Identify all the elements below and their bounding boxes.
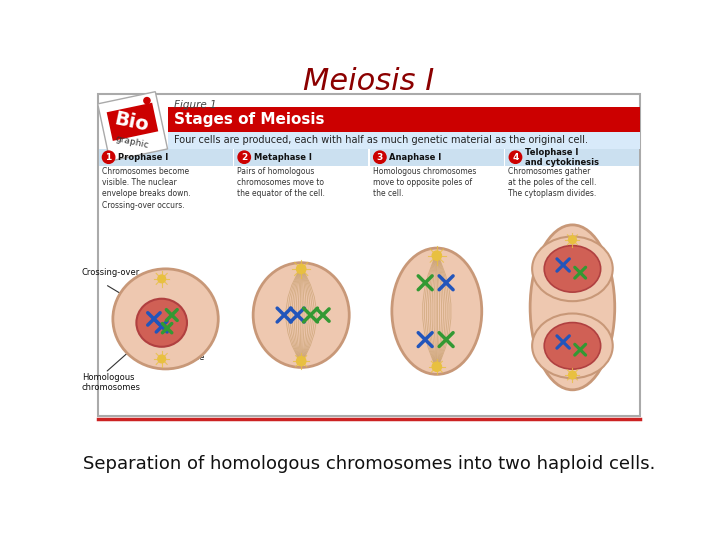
FancyBboxPatch shape	[99, 148, 233, 166]
Text: Spindle: Spindle	[174, 353, 204, 362]
FancyBboxPatch shape	[505, 148, 639, 166]
Text: 2: 2	[241, 153, 248, 161]
Ellipse shape	[253, 262, 349, 367]
Text: 3: 3	[377, 153, 383, 161]
Text: 4: 4	[513, 153, 518, 161]
Ellipse shape	[136, 299, 187, 347]
Circle shape	[432, 251, 441, 260]
Circle shape	[569, 371, 576, 379]
Circle shape	[374, 151, 386, 164]
Ellipse shape	[532, 314, 613, 378]
Circle shape	[158, 275, 166, 283]
Text: Bio: Bio	[112, 110, 150, 136]
FancyBboxPatch shape	[98, 94, 640, 416]
Text: Homologous chromosomes
move to opposite poles of
the cell.: Homologous chromosomes move to opposite …	[373, 167, 476, 198]
Text: Pairs of homologous
chromosomes move to
the equator of the cell.: Pairs of homologous chromosomes move to …	[238, 167, 325, 198]
Ellipse shape	[530, 225, 615, 390]
Text: Meiosis I: Meiosis I	[303, 68, 435, 96]
Circle shape	[102, 151, 114, 164]
Text: Separation of homologous chromosomes into two haploid cells.: Separation of homologous chromosomes int…	[83, 455, 655, 472]
Text: Stages of Meiosis: Stages of Meiosis	[174, 112, 324, 127]
Text: Figure 1: Figure 1	[174, 100, 216, 110]
FancyBboxPatch shape	[234, 148, 368, 166]
Text: Chromosomes become
visible. The nuclear
envelope breaks down.
Crossing-over occu: Chromosomes become visible. The nuclear …	[102, 167, 190, 210]
Text: Anaphase I: Anaphase I	[389, 153, 441, 161]
Ellipse shape	[113, 269, 218, 369]
Ellipse shape	[544, 322, 600, 369]
Text: graphic: graphic	[114, 134, 150, 150]
Text: Telophase I
and cytokinesis: Telophase I and cytokinesis	[525, 147, 599, 167]
Text: Metaphase I: Metaphase I	[253, 153, 311, 161]
Text: Chromosomes gather
at the poles of the cell.
The cytoplasm divides.: Chromosomes gather at the poles of the c…	[508, 167, 597, 198]
FancyBboxPatch shape	[168, 132, 640, 148]
Circle shape	[144, 98, 150, 104]
Circle shape	[158, 355, 166, 363]
Text: Crossing-over: Crossing-over	[82, 267, 140, 276]
Ellipse shape	[392, 248, 482, 374]
Ellipse shape	[532, 237, 613, 301]
Circle shape	[297, 265, 306, 274]
Circle shape	[297, 356, 306, 366]
FancyBboxPatch shape	[168, 107, 640, 132]
Polygon shape	[107, 103, 158, 141]
FancyBboxPatch shape	[370, 148, 504, 166]
Circle shape	[238, 151, 251, 164]
Ellipse shape	[544, 246, 600, 292]
Text: Prophase I: Prophase I	[118, 153, 168, 161]
Text: 1: 1	[105, 153, 112, 161]
Circle shape	[432, 362, 441, 372]
Circle shape	[569, 236, 576, 244]
Circle shape	[509, 151, 522, 164]
Polygon shape	[98, 92, 168, 161]
Text: Homologous
chromosomes: Homologous chromosomes	[82, 373, 141, 392]
Text: Four cells are produced, each with half as much genetic material as the original: Four cells are produced, each with half …	[174, 135, 588, 145]
